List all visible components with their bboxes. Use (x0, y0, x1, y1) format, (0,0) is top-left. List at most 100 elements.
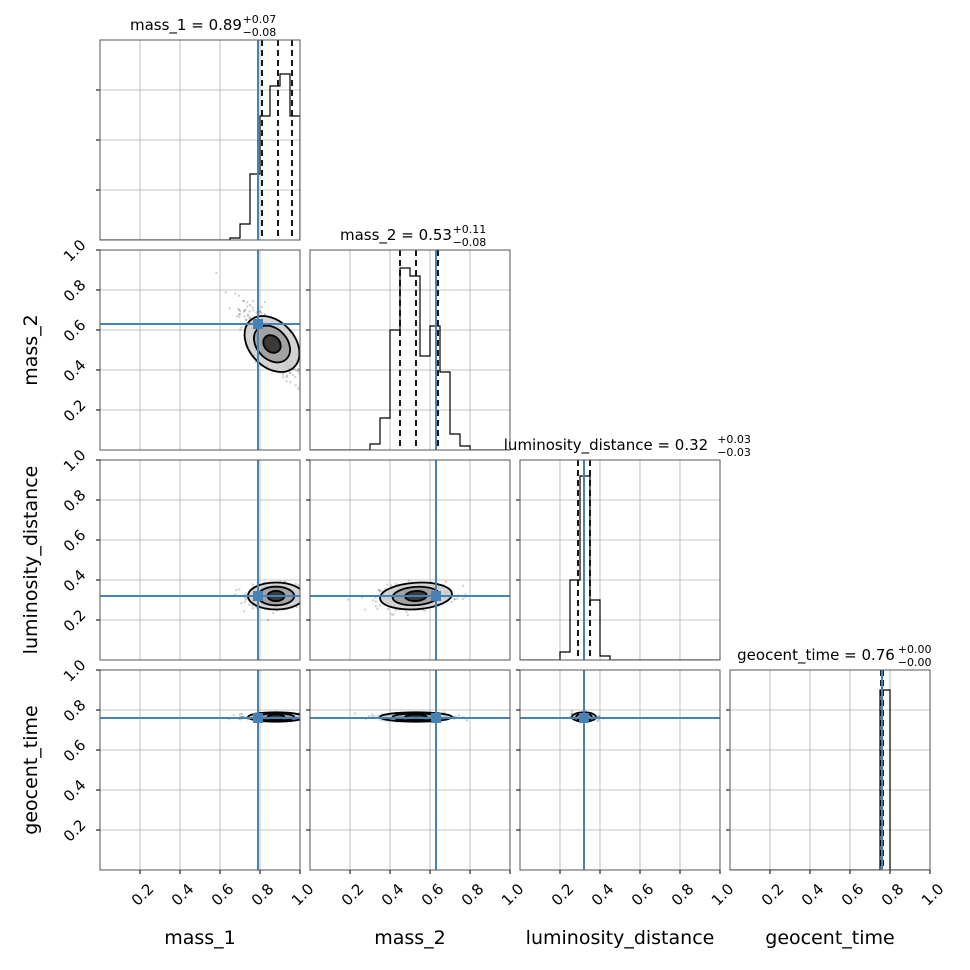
panel-mass_2-vs-mass_1 (96, 249, 317, 451)
sample-point (378, 589, 381, 592)
ytick-label-geocent_time: 1.0 (60, 656, 90, 686)
labels-layer: mass_1 = 0.89 +0.07−0.080.20.40.60.81.0ma… (20, 13, 948, 949)
sample-point (303, 593, 305, 595)
sample-point (285, 375, 288, 379)
sample-point (465, 719, 469, 722)
sample-point (461, 597, 465, 601)
sample-point (300, 597, 302, 599)
sample-point (296, 370, 299, 373)
ytick-label-mass_2: 0.2 (60, 396, 90, 426)
panel-frame (99, 459, 301, 661)
sample-point (236, 314, 239, 318)
sample-point (251, 607, 254, 610)
sample-point (281, 373, 285, 376)
sample-point (288, 372, 292, 375)
sample-point (597, 714, 601, 718)
samples-geocent_time-mass_1 (228, 711, 308, 723)
title-err-plus-mass_1: +0.07 (243, 13, 277, 26)
samples-mass_2-mass_1 (215, 271, 317, 395)
sample-point (244, 598, 248, 601)
sample-point (304, 716, 306, 718)
sample-point (263, 300, 267, 304)
sample-point (306, 714, 308, 716)
sample-point (237, 307, 240, 311)
sample-point (374, 605, 377, 608)
sample-point (300, 378, 302, 380)
sample-point (391, 613, 395, 616)
truth-marker (253, 319, 263, 329)
sample-point (353, 712, 357, 715)
sample-point (246, 301, 249, 304)
sample-point (246, 314, 250, 318)
xtick-label-luminosity_distance: 0.8 (668, 880, 698, 910)
xtick-label-mass_1: 0.6 (208, 880, 238, 910)
sample-point (374, 596, 377, 600)
panel-frame (99, 39, 301, 241)
panel-geocent_time-vs-mass_2 (306, 669, 511, 874)
ytick-label-mass_2: 0.6 (60, 316, 90, 346)
sample-point (597, 718, 600, 721)
density-contour-2 (262, 334, 282, 354)
sample-point (243, 310, 246, 313)
sample-point (304, 716, 306, 718)
truth-marker (431, 713, 441, 723)
sample-point (238, 308, 241, 312)
title-err-minus-geocent_time: −0.00 (898, 656, 932, 669)
sample-point (224, 291, 227, 294)
sample-point (394, 608, 398, 612)
panel-frame (309, 669, 511, 871)
ytick-label-mass_2: 0.4 (60, 356, 90, 386)
sample-point (315, 393, 317, 395)
sample-point (301, 715, 303, 717)
sample-point (457, 714, 461, 717)
sample-point (254, 606, 258, 609)
xtick-label-mass_1: 0.2 (128, 880, 158, 910)
panel-mass_1-vs-mass_1 (96, 39, 301, 241)
xaxis-label-mass_2: mass_2 (374, 927, 446, 949)
sample-point (248, 603, 251, 607)
sample-point (373, 715, 376, 718)
truth-marker (253, 591, 263, 601)
sample-point (306, 589, 308, 591)
sample-point (305, 385, 307, 387)
ytick-label-mass_2: 1.0 (60, 236, 90, 266)
sample-point (302, 714, 304, 716)
panel-frame (99, 669, 301, 871)
xtick-label-luminosity_distance: 0.2 (548, 880, 578, 910)
sample-point (378, 604, 382, 607)
sample-point (244, 592, 247, 595)
samples-luminosity_distance-mass_1 (234, 580, 308, 622)
sample-point (294, 582, 297, 586)
sample-point (395, 582, 398, 586)
samples-luminosity_distance-mass_2 (347, 578, 467, 617)
sample-point (260, 311, 263, 314)
sample-point (254, 361, 257, 364)
sample-point (303, 713, 305, 715)
sample-point (243, 315, 246, 318)
sample-point (389, 584, 393, 587)
xtick-label-geocent_time: 0.4 (798, 880, 828, 910)
ytick-label-luminosity_distance: 0.8 (60, 486, 90, 516)
sample-point (240, 601, 243, 605)
sample-point (240, 326, 243, 329)
ytick-label-mass_2: 0.8 (60, 276, 90, 306)
xtick-label-luminosity_distance: 0.6 (628, 880, 658, 910)
sample-point (406, 613, 409, 617)
sample-point (455, 597, 459, 601)
truth-marker (253, 713, 263, 723)
sample-point (285, 380, 288, 383)
sample-point (238, 309, 242, 313)
xtick-label-mass_2: 0.6 (418, 880, 448, 910)
ytick-label-geocent_time: 0.6 (60, 736, 90, 766)
sample-point (260, 305, 264, 309)
title-mass_1: mass_1 = 0.89 (130, 16, 242, 35)
sample-point (302, 599, 304, 601)
xtick-label-mass_1: 0.8 (248, 880, 278, 910)
sample-point (378, 589, 381, 593)
sample-point (296, 368, 300, 372)
ytick-label-luminosity_distance: 0.4 (60, 566, 90, 596)
title-err-plus-mass_2: +0.11 (453, 223, 487, 236)
sample-point (240, 712, 243, 716)
sample-point (238, 713, 242, 716)
